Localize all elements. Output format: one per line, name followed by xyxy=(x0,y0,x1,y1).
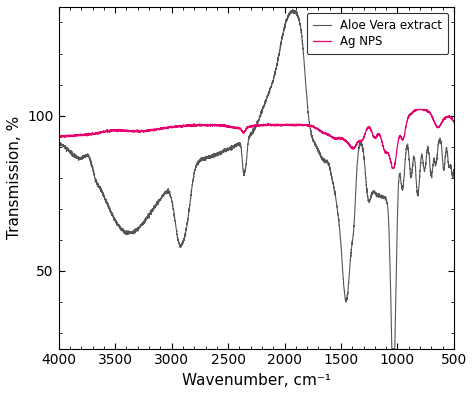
Aloe Vera extract xyxy=(290,7,295,11)
Ag NPS xyxy=(413,107,419,112)
Ag NPS xyxy=(242,129,248,134)
Ag NPS xyxy=(199,123,204,128)
Ag NPS xyxy=(56,134,62,138)
Ag NPS xyxy=(138,129,144,134)
Aloe Vera extract xyxy=(451,168,457,173)
Ag NPS xyxy=(307,124,313,128)
Ag NPS xyxy=(390,166,396,171)
Ag NPS xyxy=(421,108,427,113)
X-axis label: Wavenumber, cm⁻¹: Wavenumber, cm⁻¹ xyxy=(182,373,331,388)
Line: Aloe Vera extract: Aloe Vera extract xyxy=(59,9,454,349)
Aloe Vera extract xyxy=(421,164,427,168)
Ag NPS xyxy=(451,119,457,124)
Aloe Vera extract xyxy=(291,11,296,16)
Aloe Vera extract xyxy=(307,125,313,130)
Legend: Aloe Vera extract, Ag NPS: Aloe Vera extract, Ag NPS xyxy=(307,13,448,54)
Aloe Vera extract xyxy=(138,223,144,228)
Aloe Vera extract xyxy=(242,167,248,172)
Y-axis label: Transmission, %: Transmission, % xyxy=(7,116,22,239)
Aloe Vera extract xyxy=(389,346,395,351)
Ag NPS xyxy=(291,124,296,128)
Aloe Vera extract xyxy=(56,141,62,145)
Aloe Vera extract xyxy=(199,158,204,162)
Line: Ag NPS: Ag NPS xyxy=(59,109,454,169)
